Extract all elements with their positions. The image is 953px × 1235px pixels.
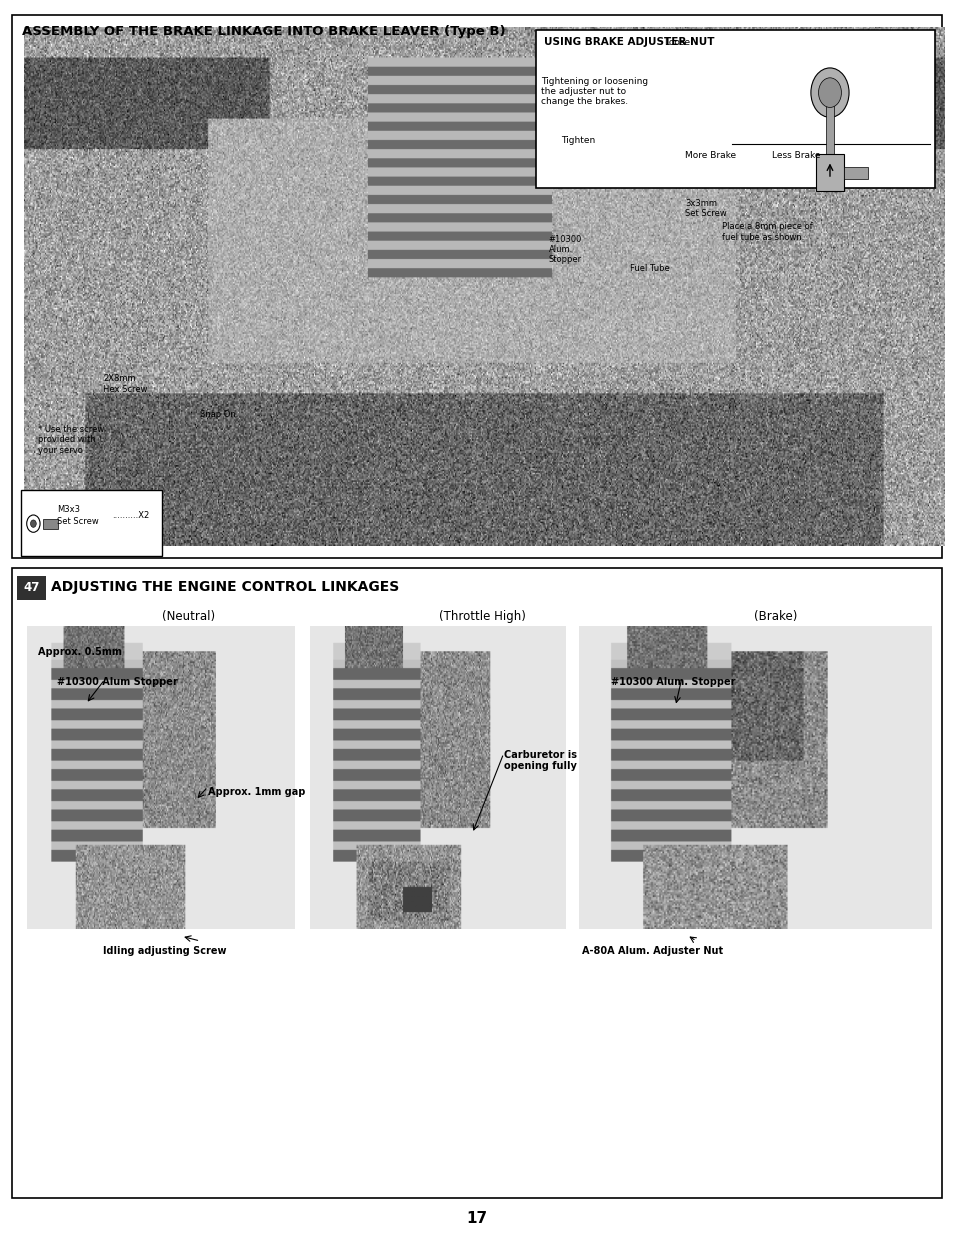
Bar bbox=[12, 15, 941, 558]
Circle shape bbox=[27, 515, 40, 532]
Bar bbox=[43, 519, 58, 529]
Bar bbox=[815, 154, 843, 191]
Text: * Use the screw
provided with
your servo .: * Use the screw provided with your servo… bbox=[38, 425, 104, 454]
Circle shape bbox=[30, 520, 36, 527]
Text: (Neutral): (Neutral) bbox=[162, 610, 215, 624]
Bar bbox=[843, 167, 867, 179]
Text: Loose: Loose bbox=[663, 38, 690, 47]
Bar bbox=[17, 576, 46, 600]
Text: Idling adjusting Screw: Idling adjusting Screw bbox=[103, 946, 226, 956]
Text: Place a 8mm piece of
fuel tube as shown.: Place a 8mm piece of fuel tube as shown. bbox=[721, 222, 812, 242]
Text: #10300
Alum.
Stopper: #10300 Alum. Stopper bbox=[548, 235, 581, 264]
Text: Snap On.: Snap On. bbox=[200, 410, 238, 419]
Text: M3x3: M3x3 bbox=[57, 505, 80, 514]
Text: (Throttle High): (Throttle High) bbox=[438, 610, 525, 624]
Text: 2X8mm
Hex Screw: 2X8mm Hex Screw bbox=[103, 374, 148, 394]
Text: More Brake: More Brake bbox=[684, 151, 736, 159]
Text: 17: 17 bbox=[466, 1212, 487, 1226]
Text: #10300 Alum Stopper: #10300 Alum Stopper bbox=[57, 677, 178, 687]
Text: (Brake): (Brake) bbox=[753, 610, 796, 624]
Circle shape bbox=[818, 78, 841, 107]
Bar bbox=[21, 490, 162, 556]
Text: Less Brake: Less Brake bbox=[772, 151, 820, 159]
Bar bbox=[825, 93, 833, 161]
Text: Carburetor is
opening fully: Carburetor is opening fully bbox=[503, 750, 577, 771]
Text: Fuel Tube: Fuel Tube bbox=[629, 264, 669, 273]
Text: Tighten: Tighten bbox=[560, 136, 595, 144]
Text: Approx. 0.5mm: Approx. 0.5mm bbox=[38, 647, 122, 657]
Circle shape bbox=[810, 68, 848, 117]
Text: Approx. 1mm gap: Approx. 1mm gap bbox=[208, 787, 305, 797]
Text: ADJUSTING THE ENGINE CONTROL LINKAGES: ADJUSTING THE ENGINE CONTROL LINKAGES bbox=[51, 580, 398, 594]
Text: #10300 Alum. Stopper: #10300 Alum. Stopper bbox=[610, 677, 735, 687]
Text: 47: 47 bbox=[23, 582, 40, 594]
Text: A-80A Alum. Adjuster Nut: A-80A Alum. Adjuster Nut bbox=[581, 946, 722, 956]
Text: ..........X2: ..........X2 bbox=[112, 511, 150, 520]
Text: Set Screw: Set Screw bbox=[57, 517, 99, 526]
Text: Tightening or loosening
the adjuster nut to
change the brakes.: Tightening or loosening the adjuster nut… bbox=[540, 77, 647, 106]
Text: USING BRAKE ADJUSTER NUT: USING BRAKE ADJUSTER NUT bbox=[543, 37, 714, 47]
Bar bbox=[536, 30, 934, 188]
Bar bbox=[12, 568, 941, 1198]
Text: ASSEMBLY OF THE BRAKE LINKAGE INTO BRAKE LEAVER (Type B): ASSEMBLY OF THE BRAKE LINKAGE INTO BRAKE… bbox=[22, 25, 505, 38]
Text: 3x3mm
Set Screw: 3x3mm Set Screw bbox=[684, 199, 726, 219]
